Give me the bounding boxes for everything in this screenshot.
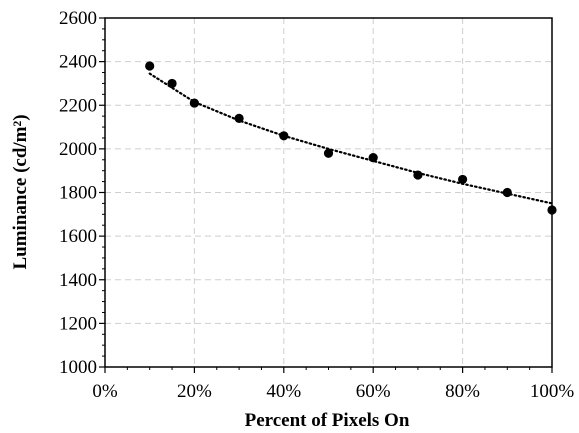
- x-tick-label: 0%: [92, 381, 118, 402]
- x-axis-title: Percent of Pixels On: [245, 410, 410, 431]
- y-tick-label: 1600: [59, 226, 97, 247]
- x-tick-label: 80%: [445, 381, 480, 402]
- y-tick-label: 2600: [59, 8, 97, 29]
- data-point: [279, 131, 289, 141]
- data-point: [547, 205, 557, 215]
- y-tick-label: 2400: [59, 52, 97, 73]
- y-tick-label: 1400: [59, 270, 97, 291]
- gridlines: [105, 18, 552, 367]
- data-point: [368, 153, 378, 163]
- data-point: [413, 170, 423, 180]
- x-tick-label: 60%: [356, 381, 391, 402]
- data-point: [189, 98, 199, 108]
- y-axis-tick-labels: 1000 1200 1400 1600 1800 2000 2200 2400 2600: [59, 8, 97, 378]
- data-point: [145, 61, 155, 71]
- data-point: [167, 78, 177, 89]
- y-axis-title: Luminance (cd/m²): [10, 114, 31, 269]
- axis-ticks: [99, 17, 553, 373]
- y-tick-label: 1200: [59, 313, 97, 334]
- trendline: [148, 72, 554, 205]
- x-tick-label: 100%: [530, 381, 575, 402]
- data-point: [458, 174, 468, 185]
- y-tick-label: 2000: [59, 139, 97, 160]
- y-tick-label: 1000: [59, 357, 97, 378]
- x-axis-tick-labels: 0% 20% 40% 60% 80% 100%: [92, 381, 574, 402]
- y-tick-label: 1800: [59, 183, 97, 204]
- y-tick-label: 2200: [59, 95, 97, 116]
- data-point: [502, 187, 512, 198]
- data-point: [234, 113, 244, 123]
- data-points: [145, 61, 557, 215]
- x-tick-label: 20%: [177, 381, 212, 402]
- x-tick-label: 40%: [266, 381, 301, 402]
- data-point: [323, 148, 334, 158]
